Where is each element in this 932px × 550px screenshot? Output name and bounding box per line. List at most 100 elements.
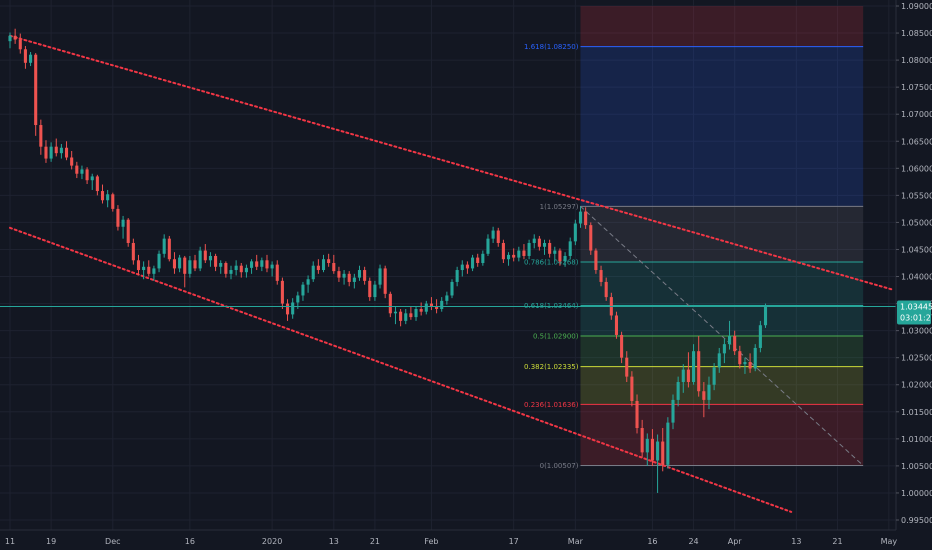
candle-body	[414, 308, 418, 318]
time-tick-label: May	[881, 537, 898, 546]
candle-body	[378, 268, 382, 285]
candle-body	[59, 147, 63, 154]
candle-body	[270, 264, 274, 269]
candle-body	[178, 257, 182, 269]
candle-body	[111, 194, 115, 209]
candle-body	[506, 254, 511, 260]
candle-body	[44, 146, 48, 159]
candle-body	[172, 259, 177, 269]
candle-body	[193, 260, 197, 269]
price-tick-label: 1.06500	[901, 137, 932, 146]
candle-body	[620, 334, 624, 358]
candle-body	[753, 347, 757, 369]
candle-body	[265, 260, 269, 269]
price-axis-background	[896, 0, 932, 550]
fib-retracement-levels[interactable]: 1.618(1.08250) 1(1.05297) 0.786(1.04268) 0.…	[524, 43, 864, 470]
candle-body	[686, 369, 690, 383]
candle-body	[296, 295, 300, 303]
candle-body	[542, 242, 547, 247]
candle-body	[537, 238, 541, 247]
candle-body	[219, 263, 223, 267]
price-axis[interactable]: 1.09000 1.08500 1.08000 1.07500 1.07000 1.065…	[895, 0, 932, 550]
candle-body	[80, 169, 84, 174]
candle-body	[445, 295, 449, 301]
price-tick-label: 1.08500	[901, 29, 932, 38]
price-tick-label: 1.00500	[901, 462, 932, 471]
price-tick-label: 0.99500	[901, 516, 932, 525]
time-tick-label: 24	[688, 537, 698, 546]
candle-body	[573, 223, 577, 242]
price-tick-label: 1.04000	[901, 273, 932, 282]
candle-body	[717, 353, 721, 368]
fib-retracement-zones[interactable]	[580, 6, 864, 466]
candle-body	[162, 238, 166, 254]
price-tick-label: 1.06000	[901, 164, 932, 173]
trendlines[interactable]	[9, 34, 895, 513]
candle-body	[337, 271, 341, 278]
time-tick-label: 16	[185, 537, 195, 546]
candle-body	[321, 259, 326, 271]
candle-body	[131, 242, 135, 261]
fib-diagonal-trendline	[579, 205, 864, 467]
candle-body	[100, 191, 105, 201]
candle-body	[738, 351, 742, 365]
fib-zone	[580, 366, 864, 405]
candle-body	[409, 313, 413, 318]
price-tick-label: 1.08000	[901, 56, 932, 65]
fib-level-label: 0(1.00507)	[540, 462, 579, 470]
candle-body	[558, 250, 562, 262]
candle-body	[208, 255, 212, 261]
time-tick-label: 13	[329, 537, 339, 546]
time-axis[interactable]: 11 19 Dec 16 2020 13 21 Feb 17 Mar 16 24 Apr 13 21 May	[0, 529, 932, 550]
candle-body	[604, 281, 608, 298]
candle-body	[244, 267, 248, 273]
time-tick-label: 17	[509, 537, 519, 546]
candle-body	[203, 250, 207, 261]
price-tick-label: 1.02500	[901, 354, 932, 363]
candle-body	[347, 273, 351, 282]
candle-body	[39, 125, 43, 147]
candle-body	[568, 241, 572, 256]
candle-body	[645, 438, 649, 453]
candle-body	[404, 313, 408, 321]
candle-body	[419, 308, 423, 312]
time-tick-label: Feb	[424, 537, 438, 546]
candle-body	[8, 35, 12, 42]
price-tick-label: 1.07500	[901, 83, 932, 92]
candle-body	[471, 257, 475, 269]
candle-body	[121, 219, 125, 227]
candle-body	[239, 265, 243, 273]
candle-body	[285, 303, 290, 315]
time-tick-label: 16	[647, 537, 657, 546]
candle-body	[260, 260, 264, 267]
candle-body	[198, 250, 202, 269]
candle-body	[650, 438, 654, 461]
candle-body	[625, 357, 629, 377]
candle-body	[671, 399, 675, 423]
lower-channel-trendline	[9, 226, 793, 513]
candle-body	[214, 255, 218, 267]
candle-body	[85, 169, 89, 181]
fib-zone	[580, 6, 864, 47]
candle-body	[429, 303, 433, 307]
candle-body	[291, 302, 295, 315]
fib-level-label: 1.618(1.08250)	[524, 43, 579, 51]
candle-body	[368, 280, 372, 298]
time-tick-label: 21	[832, 537, 842, 546]
current-price-tag-background	[897, 300, 931, 325]
candle-body	[234, 265, 238, 271]
time-tick-label: Dec	[105, 537, 120, 546]
upper-channel-trendline	[9, 34, 895, 292]
time-tick-label: 2020	[262, 537, 282, 546]
candle-body	[656, 441, 660, 461]
candles	[8, 28, 768, 493]
candle-body	[548, 242, 552, 254]
candle-body	[306, 279, 310, 285]
candle-body	[70, 157, 74, 166]
price-tick-label: 1.05000	[901, 218, 932, 227]
candle-body	[440, 300, 444, 309]
candle-body	[578, 211, 583, 224]
candle-body	[116, 208, 120, 227]
